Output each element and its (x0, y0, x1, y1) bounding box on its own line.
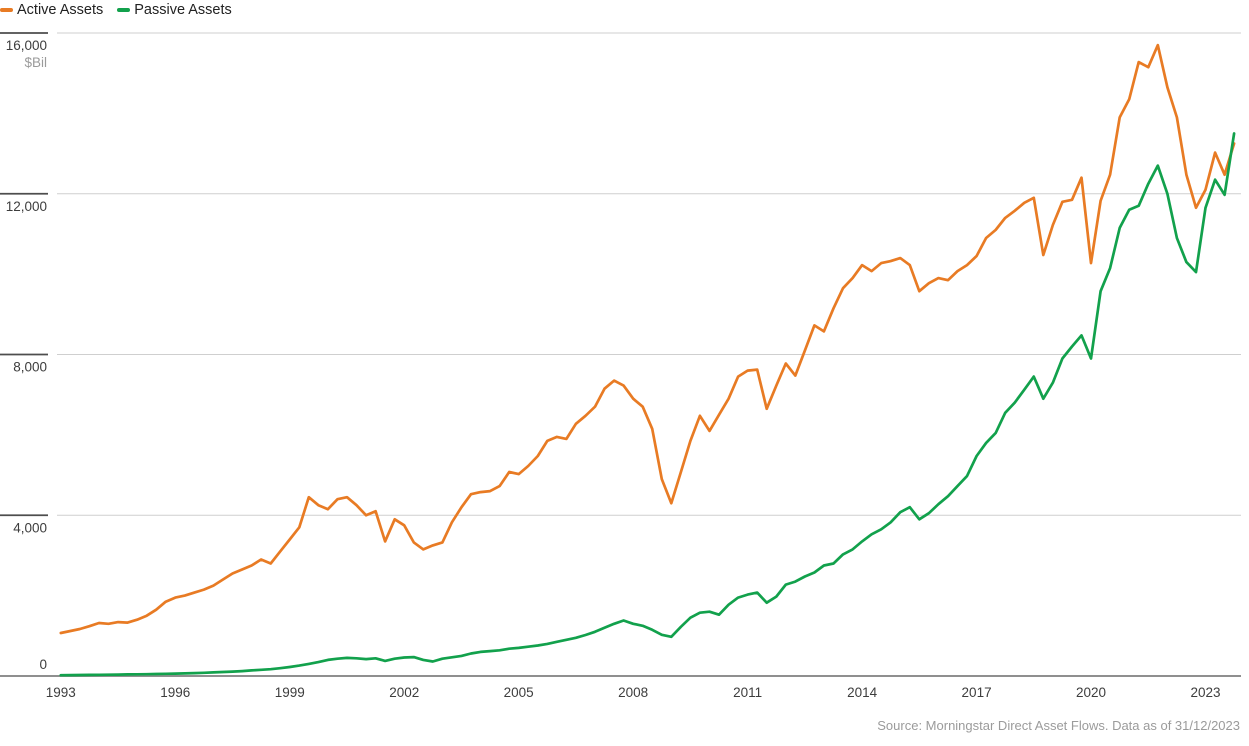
x-tick-label: 2005 (504, 685, 534, 700)
x-tick-label: 1993 (46, 685, 76, 700)
chart-legend: Active Assets Passive Assets (0, 2, 232, 18)
legend-item-passive: Passive Assets (117, 2, 232, 18)
x-tick-label: 1996 (160, 685, 190, 700)
y-tick-label: 8,000 (13, 360, 47, 375)
y-tick-label: 0 (39, 657, 47, 672)
y-tick-label: 12,000 (6, 199, 47, 214)
active-assets-line (59, 43, 1236, 635)
legend-label-passive: Passive Assets (134, 2, 232, 18)
passive-assets-line (59, 132, 1236, 677)
passive-series-swatch (117, 8, 131, 12)
source-note: Source: Morningstar Direct Asset Flows. … (877, 718, 1240, 733)
x-tick-label: 1999 (275, 685, 305, 700)
y-axis-unit: $Bil (24, 55, 47, 70)
x-tick-label: 2023 (1190, 685, 1220, 700)
active-series-swatch (0, 8, 13, 12)
x-tick-label: 2020 (1076, 685, 1106, 700)
legend-item-active: Active Assets (0, 2, 103, 18)
x-tick-label: 2017 (962, 685, 992, 700)
x-tick-label: 2011 (733, 685, 762, 700)
legend-label-active: Active Assets (17, 2, 104, 18)
x-tick-label: 2008 (618, 685, 648, 700)
x-tick-label: 2014 (847, 685, 878, 700)
y-tick-label: 4,000 (13, 520, 47, 535)
y-tick-label: 16,000 (6, 38, 47, 53)
x-tick-label: 2002 (389, 685, 419, 700)
